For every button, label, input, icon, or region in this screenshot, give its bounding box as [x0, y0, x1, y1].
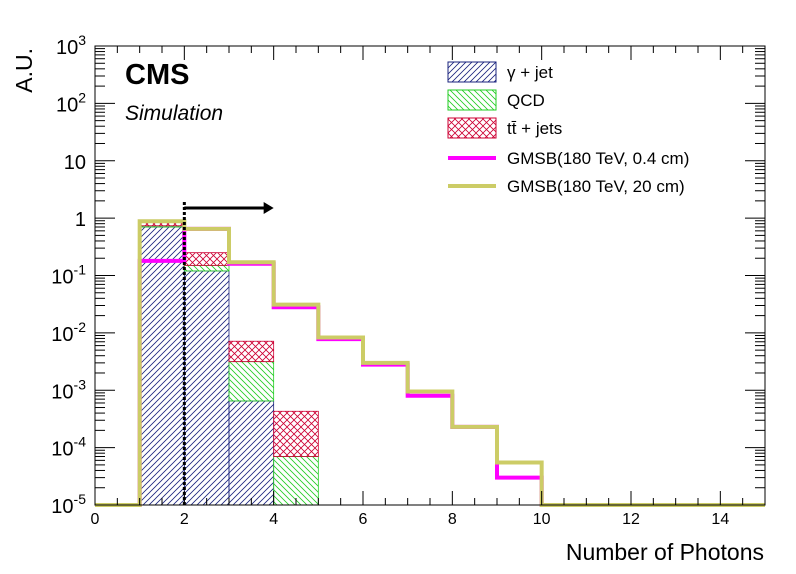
y-tick-label: 10-3	[51, 376, 86, 403]
stack-bar	[183, 252, 230, 266]
x-tick-label: 8	[448, 511, 457, 528]
stack-bar	[139, 226, 185, 506]
y-tick-label: 1	[75, 209, 86, 231]
stack-bar	[228, 400, 275, 506]
stack-bar	[273, 456, 319, 506]
stack-bar	[273, 410, 319, 457]
y-tick-label: 10-4	[51, 434, 86, 461]
legend-swatch-ttbar	[447, 117, 497, 139]
legend-label-ttbar: tt̄ + jets	[507, 119, 562, 138]
stack-bar	[228, 340, 275, 363]
legend-label-gamma-jet: γ + jet	[507, 63, 553, 82]
y-axis-title: A.U.	[11, 48, 37, 93]
x-tick-label: 4	[269, 511, 278, 528]
y-tick-label: 10	[64, 152, 86, 174]
x-tick-label: 12	[622, 511, 640, 528]
legend-swatch-gamma-jet	[447, 61, 497, 83]
x-axis-ticks: 0 2 4 6 8 10 12 14	[91, 46, 766, 528]
y-tick-label: 102	[56, 89, 86, 116]
stack-bar	[228, 361, 275, 402]
cut-arrowhead	[263, 202, 274, 214]
x-tick-label: 14	[711, 511, 729, 528]
y-tick-label: 10-2	[51, 319, 86, 346]
stack-bar	[183, 270, 230, 506]
stack-series-2	[139, 220, 319, 457]
y-tick-label: 103	[56, 32, 86, 59]
y-axis-ticks: 10-5 10-4 10-3 10-2 10-1 1 10 102 103	[51, 32, 765, 518]
y-tick-label: 10-1	[51, 262, 86, 289]
x-tick-label: 10	[533, 511, 551, 528]
cut-marker	[182, 200, 274, 505]
y-tick-label: 10-5	[51, 491, 86, 518]
stacked-histograms	[139, 220, 319, 506]
legend-label-qcd: QCD	[507, 91, 545, 110]
simulation-label: Simulation	[125, 102, 223, 125]
x-axis-title: Number of Photons	[566, 539, 764, 565]
legend: γ + jet QCD tt̄ + jets GMSB(180 TeV, 0.4…	[447, 61, 689, 196]
legend-label-gmsb-04: GMSB(180 TeV, 0.4 cm)	[507, 149, 689, 168]
experiment-label: CMS	[125, 59, 189, 91]
x-tick-label: 2	[180, 511, 189, 528]
stack-bar	[183, 264, 230, 272]
legend-label-gmsb-20: GMSB(180 TeV, 20 cm)	[507, 177, 685, 196]
x-tick-label: 0	[91, 511, 100, 528]
x-tick-label: 6	[359, 511, 368, 528]
legend-swatch-qcd	[447, 89, 497, 111]
